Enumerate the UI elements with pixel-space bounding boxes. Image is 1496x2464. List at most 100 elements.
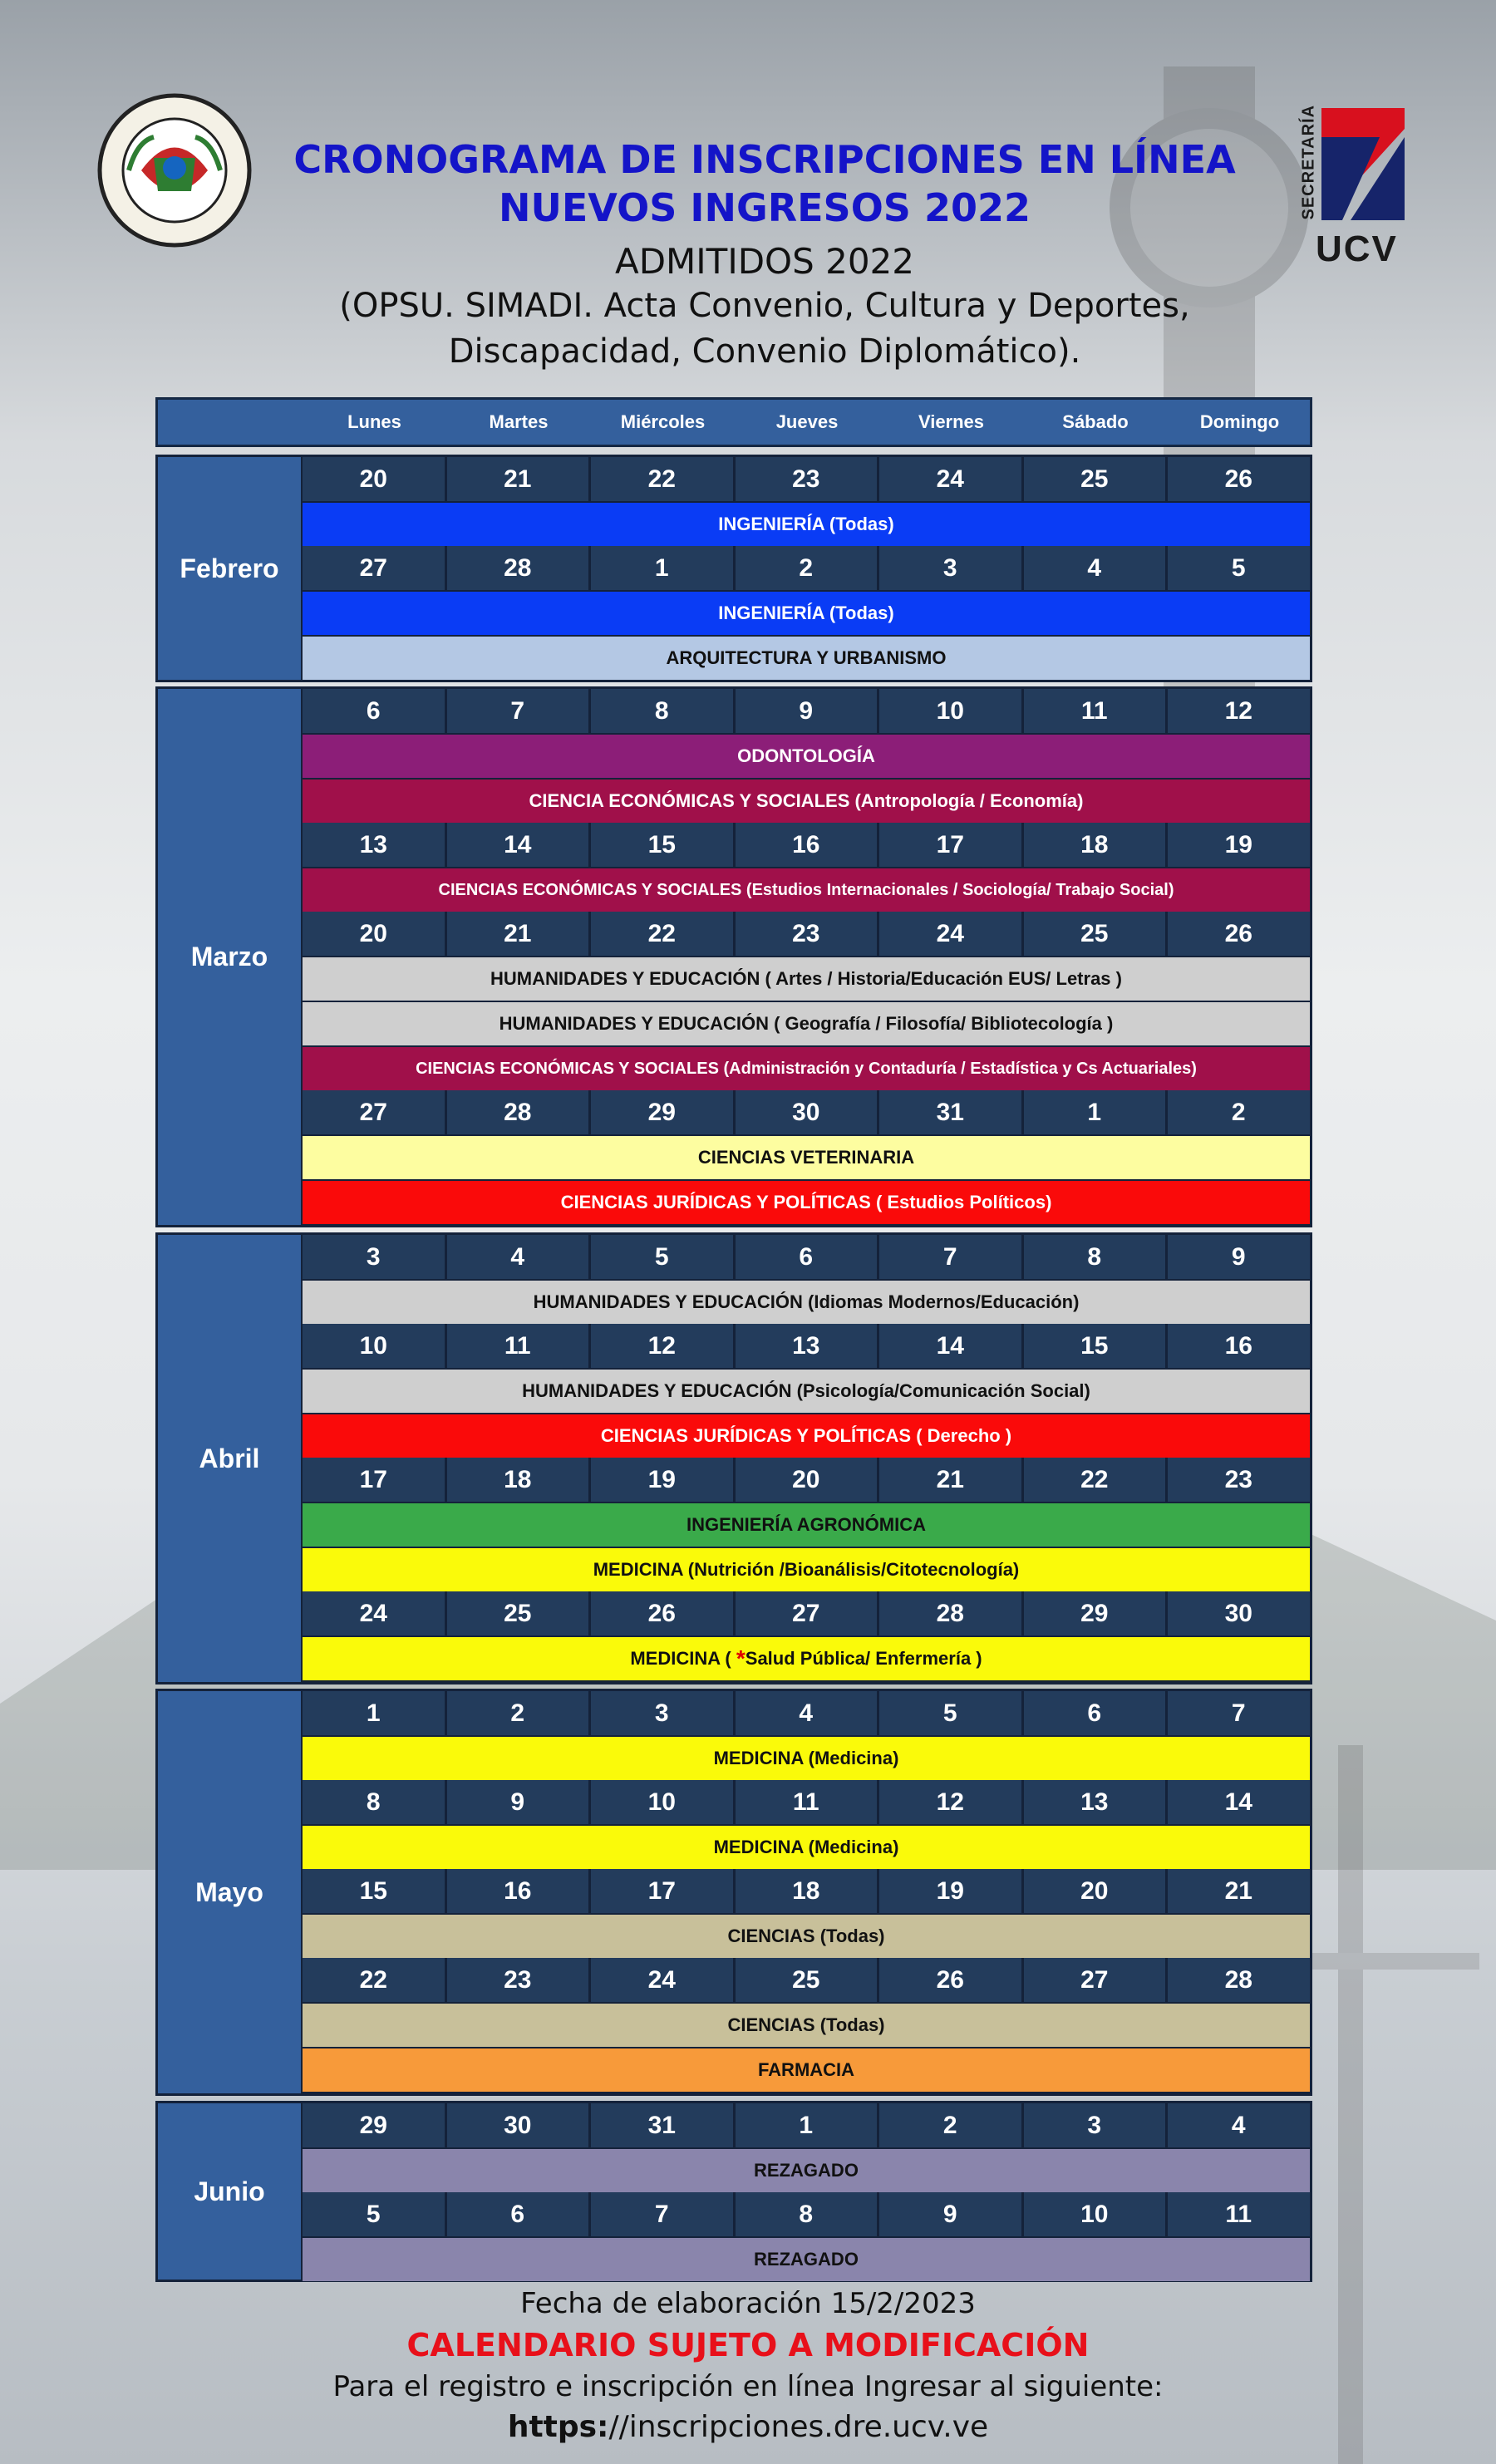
faculty-band: REZAGADO bbox=[303, 2236, 1310, 2281]
date-cell: 9 bbox=[446, 1780, 588, 1824]
date-cell: 9 bbox=[735, 689, 877, 733]
month-block-febrero: Febrero 20 21 22 23 24 25 26 INGENIERÍA (Todas) 2… bbox=[155, 455, 1312, 682]
date-cell: 20 bbox=[303, 457, 445, 501]
date-row: 15 16 17 18 19 20 21 bbox=[303, 1869, 1310, 1913]
date-cell: 6 bbox=[1023, 1691, 1165, 1735]
faculty-label: ARQUITECTURA Y URBANISMO bbox=[666, 647, 947, 668]
date-cell: 11 bbox=[735, 1780, 877, 1824]
date-cell: 10 bbox=[1023, 2192, 1165, 2236]
date-cell: 24 bbox=[591, 1958, 733, 2002]
logo-secretaria-label: SECRETARÍA bbox=[1299, 104, 1318, 220]
weekday-6: Domingo bbox=[1199, 411, 1280, 432]
month-block-mayo: Mayo 1 2 3 4 5 6 7 MEDICINA (Medicina) 8 9 10 11 12 13… bbox=[155, 1689, 1312, 2096]
faculty-label: ODONTOLOGÍA bbox=[737, 745, 875, 766]
logo-ucv-label: UCV bbox=[1316, 229, 1398, 269]
date-cell: 6 bbox=[303, 689, 445, 733]
date-row: 24 25 26 27 28 29 30 bbox=[303, 1591, 1310, 1635]
faculty-band: ARQUITECTURA Y URBANISMO bbox=[303, 635, 1310, 680]
date-row: 13 14 15 16 17 18 19 bbox=[303, 823, 1310, 867]
date-row: 29 30 31 1 2 3 4 bbox=[303, 2103, 1310, 2147]
date-row: 5 6 7 8 9 10 11 bbox=[303, 2192, 1310, 2236]
note-line2: Discapacidad, Convenio Diplomático). bbox=[448, 332, 1081, 371]
date-cell: 23 bbox=[1168, 1458, 1310, 1502]
date-cell: 27 bbox=[735, 1591, 877, 1635]
date-cell: 14 bbox=[879, 1324, 1021, 1368]
registration-instruction: Para el registro e inscripción en línea … bbox=[332, 2370, 1164, 2403]
date-cell: 19 bbox=[591, 1458, 733, 1502]
date-cell: 8 bbox=[735, 2192, 877, 2236]
date-cell: 9 bbox=[1168, 1235, 1310, 1279]
date-cell: 5 bbox=[1168, 546, 1310, 590]
date-cell: 1 bbox=[735, 2103, 877, 2147]
date-cell: 12 bbox=[879, 1780, 1021, 1824]
date-cell: 7 bbox=[446, 689, 588, 733]
weekday-5: Sábado bbox=[1062, 411, 1129, 432]
date-row: 20 21 22 23 24 25 26 bbox=[303, 912, 1310, 956]
date-row: 27 28 29 30 31 1 2 bbox=[303, 1090, 1310, 1134]
faculty-label: CIENCIA ECONÓMICAS Y SOCIALES (Antropolo… bbox=[529, 790, 1084, 811]
date-cell: 19 bbox=[879, 1869, 1021, 1913]
date-cell: 30 bbox=[1168, 1591, 1310, 1635]
date-row: 17 18 19 20 21 22 23 bbox=[303, 1458, 1310, 1502]
secretaria-ucv-logo: SECRETARÍA UCV bbox=[1292, 100, 1409, 269]
date-cell: 24 bbox=[303, 1591, 445, 1635]
date-cell: 23 bbox=[735, 457, 877, 501]
month-label: Junio bbox=[158, 2103, 301, 2280]
date-cell: 28 bbox=[879, 1591, 1021, 1635]
date-cell: 26 bbox=[1168, 912, 1310, 956]
weekday-3: Jueves bbox=[775, 411, 839, 432]
date-cell: 18 bbox=[1023, 823, 1165, 867]
date-cell: 11 bbox=[1023, 689, 1165, 733]
faculty-band: INGENIERÍA (Todas) bbox=[303, 501, 1310, 546]
date-cell: 21 bbox=[446, 457, 588, 501]
faculty-band: INGENIERÍA (Todas) bbox=[303, 590, 1310, 635]
faculty-label: MEDICINA (Nutrición /Bioanálisis/Citotec… bbox=[593, 1559, 1020, 1580]
faculty-label: MEDICINA (Medicina) bbox=[713, 1837, 899, 1857]
faculty-band: HUMANIDADES Y EDUCACIÓN (Psicología/Comu… bbox=[303, 1368, 1310, 1413]
faculty-band: HUMANIDADES Y EDUCACIÓN ( Artes / Histor… bbox=[303, 956, 1310, 1001]
faculty-band: MEDICINA ( * Salud Pública/ Enfermería ) bbox=[303, 1635, 1310, 1680]
month-label: Abril bbox=[158, 1235, 301, 1682]
date-cell: 28 bbox=[1168, 1958, 1310, 2002]
date-cell: 7 bbox=[1168, 1691, 1310, 1735]
date-cell: 17 bbox=[303, 1458, 445, 1502]
date-row: 22 23 24 25 26 27 28 bbox=[303, 1958, 1310, 2002]
date-cell: 2 bbox=[1168, 1090, 1310, 1134]
date-cell: 15 bbox=[1023, 1324, 1165, 1368]
date-cell: 18 bbox=[735, 1869, 877, 1913]
date-cell: 29 bbox=[591, 1090, 733, 1134]
date-cell: 29 bbox=[303, 2103, 445, 2147]
faculty-label: CIENCIAS JURÍDICAS Y POLÍTICAS ( Estudio… bbox=[560, 1192, 1052, 1212]
date-cell: 26 bbox=[1168, 457, 1310, 501]
date-cell: 6 bbox=[735, 1235, 877, 1279]
registration-link[interactable]: https://inscripciones.dre.ucv.ve bbox=[0, 2410, 1496, 2444]
date-cell: 4 bbox=[446, 1235, 588, 1279]
date-row: 27 28 1 2 3 4 5 bbox=[303, 546, 1310, 590]
date-cell: 21 bbox=[1168, 1869, 1310, 1913]
date-cell: 13 bbox=[1023, 1780, 1165, 1824]
date-cell: 25 bbox=[446, 1591, 588, 1635]
date-cell: 15 bbox=[591, 823, 733, 867]
note-line1: (OPSU. SIMADI. Acta Convenio, Cultura y … bbox=[339, 287, 1190, 325]
date-cell: 11 bbox=[446, 1324, 588, 1368]
date-cell: 30 bbox=[735, 1090, 877, 1134]
date-cell: 25 bbox=[1023, 912, 1165, 956]
weekday-1: Martes bbox=[489, 411, 549, 432]
date-cell: 1 bbox=[1023, 1090, 1165, 1134]
faculty-label: HUMANIDADES Y EDUCACIÓN ( Artes / Histor… bbox=[490, 968, 1122, 989]
month-label: Marzo bbox=[158, 689, 301, 1225]
date-row: 20 21 22 23 24 25 26 bbox=[303, 457, 1310, 501]
date-cell: 4 bbox=[735, 1691, 877, 1735]
date-cell: 23 bbox=[446, 1958, 588, 2002]
date-cell: 31 bbox=[879, 1090, 1021, 1134]
date-cell: 11 bbox=[1168, 2192, 1310, 2236]
month-block-abril: Abril 3 4 5 6 7 8 9 HUMANIDADES Y EDUCACIÓN (Idi… bbox=[155, 1232, 1312, 1684]
faculty-band: MEDICINA (Medicina) bbox=[303, 1735, 1310, 1780]
faculty-label: REZAGADO bbox=[754, 2249, 859, 2270]
weekday-4: Viernes bbox=[918, 411, 985, 432]
date-cell: 2 bbox=[735, 546, 877, 590]
faculty-band: MEDICINA (Medicina) bbox=[303, 1824, 1310, 1869]
date-cell: 27 bbox=[1023, 1958, 1165, 2002]
date-cell: 24 bbox=[879, 912, 1021, 956]
date-cell: 23 bbox=[735, 912, 877, 956]
